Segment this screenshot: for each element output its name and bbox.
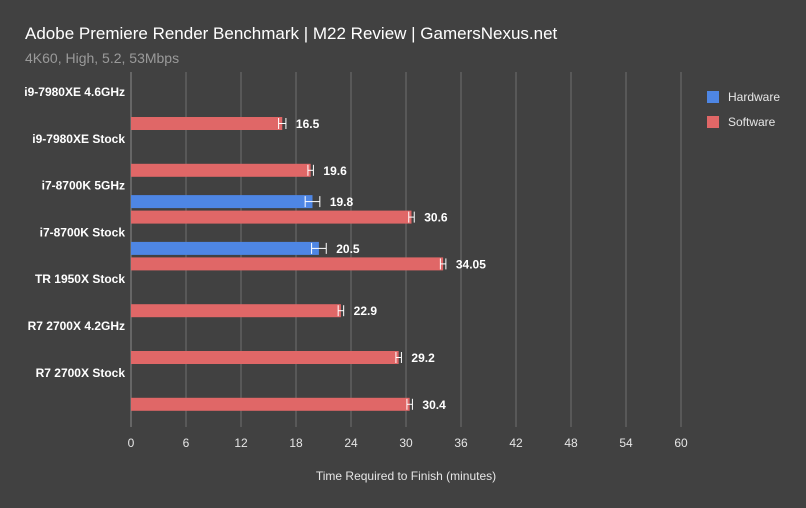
category-label-r7-2700x-stock: R7 2700X Stock	[36, 366, 126, 380]
x-tick-label-54: 54	[619, 436, 633, 450]
x-axis-title: Time Required to Finish (minutes)	[316, 469, 496, 483]
x-tick-label-42: 42	[509, 436, 523, 450]
x-tick-label-60: 60	[674, 436, 688, 450]
data-label-software-i9-7980xe-4-6ghz: 16.5	[296, 117, 320, 131]
legend-label-hardware: Hardware	[728, 89, 781, 104]
bar-software-i9-7980xe-4-6ghz	[131, 117, 283, 130]
data-label-software-tr-1950x-stock: 22.9	[354, 304, 378, 318]
data-label-software-i7-8700k-5ghz: 30.6	[424, 211, 448, 225]
x-tick-label-36: 36	[454, 436, 468, 450]
data-label-hardware-i7-8700k-5ghz: 19.8	[330, 195, 354, 209]
legend-swatch-hardware	[707, 90, 719, 103]
category-label-r7-2700x-4-2ghz: R7 2700X 4.2GHz	[28, 319, 125, 333]
category-label-tr-1950x-stock: TR 1950X Stock	[35, 272, 125, 286]
chart-title: Adobe Premiere Render Benchmark | M22 Re…	[25, 24, 558, 43]
bar-software-i9-7980xe-stock	[131, 163, 311, 177]
data-label-hardware-i7-8700k-stock: 20.5	[336, 242, 360, 256]
legend-item-software: Software	[707, 109, 780, 134]
bar-software-i7-8700k-5ghz	[131, 210, 412, 224]
data-label-software-r7-2700x-4-2ghz: 29.2	[411, 351, 435, 365]
bar-software-r7-2700x-4-2ghz	[131, 351, 399, 364]
x-tick-label-6: 6	[183, 436, 190, 450]
x-tick-label-24: 24	[344, 436, 358, 450]
data-label-software-r7-2700x-stock: 30.4	[422, 398, 446, 412]
bar-software-tr-1950x-stock	[131, 304, 341, 318]
bar-hardware-i7-8700k-stock	[131, 241, 319, 255]
bar-software-i7-8700k-stock	[131, 257, 444, 271]
x-tick-label-18: 18	[289, 436, 303, 450]
chart-legend: Hardware Software	[707, 84, 780, 134]
x-tick-label-48: 48	[564, 436, 578, 450]
legend-item-hardware: Hardware	[707, 84, 780, 109]
legend-swatch-software	[707, 115, 719, 128]
x-tick-label-30: 30	[399, 436, 413, 450]
category-label-i9-7980xe-4-6ghz: i9-7980XE 4.6GHz	[24, 85, 125, 99]
legend-label-software: Software	[728, 114, 776, 129]
data-label-software-i7-8700k-stock: 34.05	[456, 257, 486, 271]
category-label-i7-8700k-stock: i7-8700K Stock	[40, 225, 126, 239]
bar-software-r7-2700x-stock	[131, 397, 410, 411]
category-label-i9-7980xe-stock: i9-7980XE Stock	[32, 132, 125, 146]
x-tick-label-0: 0	[128, 436, 135, 450]
bar-hardware-i7-8700k-5ghz	[131, 195, 313, 209]
category-label-i7-8700k-5ghz: i7-8700K 5GHz	[42, 179, 125, 193]
data-label-software-i9-7980xe-stock: 19.6	[323, 164, 347, 178]
chart-subtitle: 4K60, High, 5.2, 53Mbps	[25, 50, 180, 66]
x-tick-label-12: 12	[234, 436, 248, 450]
